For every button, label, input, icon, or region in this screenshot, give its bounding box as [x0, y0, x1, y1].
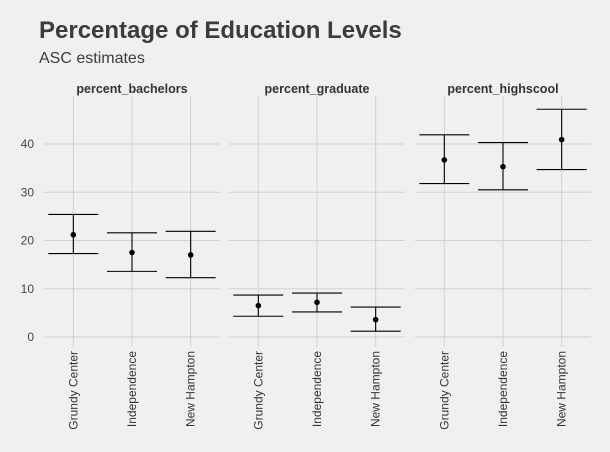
y-axis: 0 10 20 30 40 [21, 137, 35, 344]
estimate-point [314, 299, 320, 306]
estimate-point [70, 231, 77, 238]
estimate-point [558, 136, 565, 143]
facet-panel: percent_bachelors Grundy Center Independen… [44, 82, 220, 430]
x-tick-label: Grundy Center [66, 351, 80, 430]
estimate-point [129, 249, 135, 256]
estimate-point [187, 252, 194, 258]
x-tick-label: Independence [496, 351, 510, 427]
facet-panel: percent_graduate Grundy Center Independenc… [229, 82, 405, 430]
chart-subtitle: ASC estimates [39, 50, 145, 67]
y-tick-label: 20 [21, 234, 35, 248]
y-tick-label: 30 [21, 185, 35, 199]
x-tick-label: Grundy Center [251, 351, 265, 430]
facet-panels: percent_bachelors Grundy Center Independen… [44, 82, 591, 430]
y-tick-label: 0 [27, 330, 34, 344]
facet-strip-label: percent_highscool [447, 82, 558, 96]
y-tick-label: 40 [21, 137, 35, 151]
facet-strip-label: percent_graduate [265, 82, 370, 96]
y-tick-label: 10 [21, 282, 35, 296]
x-tick-label: New Hampton [184, 351, 198, 427]
x-tick-label: New Hampton [555, 351, 569, 427]
facet-panel: percent_highscool Grundy Center Independen… [415, 82, 591, 430]
x-tick-label: Independence [125, 351, 139, 427]
x-tick-label: Independence [310, 351, 324, 427]
x-tick-label: New Hampton [369, 351, 383, 427]
x-tick-label: Grundy Center [437, 351, 451, 430]
estimate-point [441, 157, 448, 163]
estimate-point [255, 302, 262, 309]
estimate-point [372, 316, 379, 323]
estimate-point [500, 163, 506, 170]
chart-title: Percentage of Education Levels [39, 17, 402, 44]
facet-strip-label: percent_bachelors [76, 82, 187, 96]
